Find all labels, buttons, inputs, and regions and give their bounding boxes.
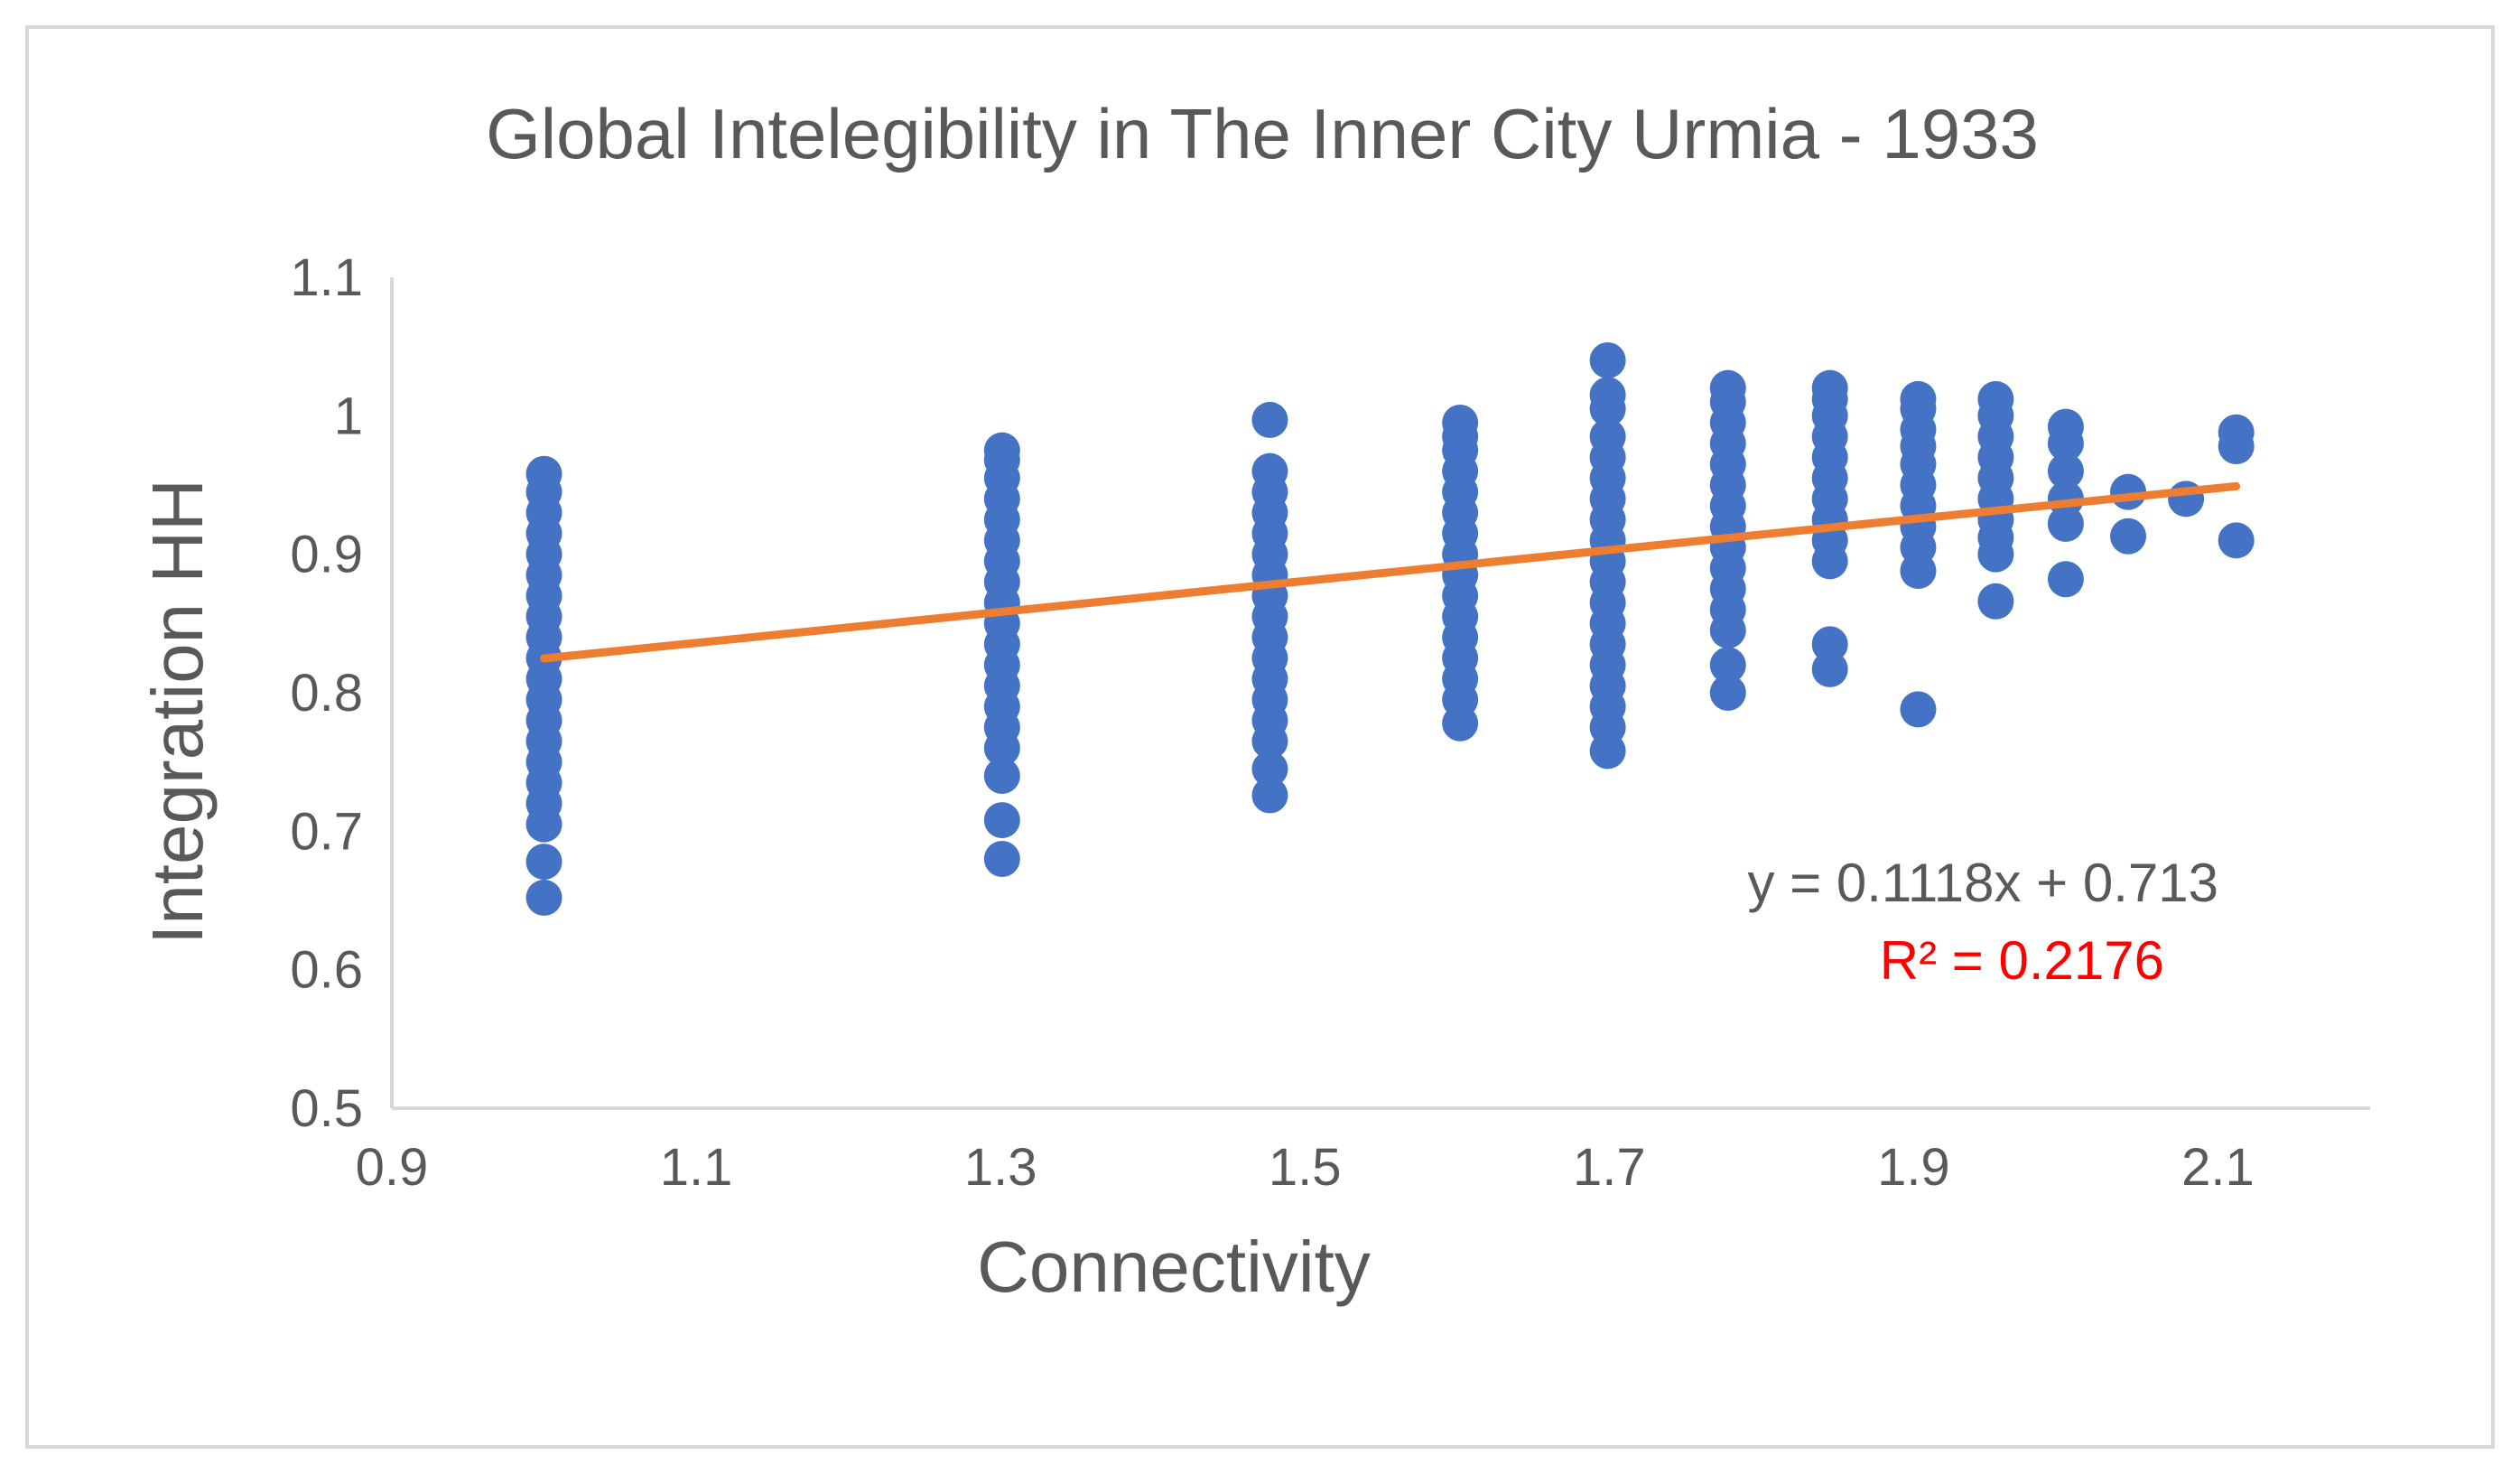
data-point [525, 879, 563, 916]
data-point [2218, 414, 2255, 451]
y-tick-label: 1.1 [290, 248, 363, 307]
x-tick-label: 1.7 [1573, 1138, 1646, 1197]
data-point [983, 802, 1020, 839]
data-point [2047, 561, 2084, 598]
data-point [1977, 583, 2014, 620]
data-point [1251, 777, 1288, 814]
y-axis-title: Integration HH [137, 479, 218, 945]
x-axis-title: Connectivity [977, 1227, 1371, 1307]
x-tick-label: 1.9 [1877, 1138, 1950, 1197]
data-point [2218, 522, 2255, 559]
x-tick-label: 2.1 [2181, 1138, 2255, 1197]
y-tick-label: 0.6 [290, 941, 363, 1000]
data-point [1589, 377, 1626, 414]
data-point [1709, 647, 1746, 684]
data-point [2047, 452, 2084, 490]
data-point [1811, 650, 1848, 687]
x-tick-label: 0.9 [356, 1138, 429, 1197]
data-point [1589, 342, 1626, 378]
data-point [1442, 405, 1479, 441]
chart-frame: Global Intelegibility in The Inner City … [25, 25, 2495, 1449]
data-point [1251, 452, 1288, 490]
data-point [525, 455, 563, 492]
data-point [1900, 380, 1937, 417]
data-point [1811, 626, 1848, 663]
y-tick-label: 0.7 [290, 802, 363, 861]
data-point [983, 432, 1020, 469]
trendline-equation: y = 0.1118x + 0.713 [1747, 853, 2218, 913]
data-point [1251, 751, 1288, 788]
data-point [1251, 401, 1288, 438]
data-point [1977, 380, 2014, 417]
y-tick-label: 1 [334, 387, 363, 445]
data-point [1900, 691, 1937, 728]
data-point [1709, 369, 1746, 406]
data-point [983, 841, 1020, 877]
chart-title: Global Intelegibility in The Inner City … [486, 94, 2039, 173]
x-tick-label: 1.3 [964, 1138, 1037, 1197]
plot-area: 0.5 0.6 0.7 0.8 0.9 1 1.1 0.9 1.1 1.3 1.5 1.7 1.9 2.1 [290, 248, 2370, 1197]
data-point [2047, 408, 2084, 445]
x-tick-label: 1.5 [1269, 1138, 1342, 1197]
trendline-r2: R² = 0.2176 [1880, 930, 2164, 991]
trendline [540, 481, 2241, 663]
x-tick-label: 1.1 [660, 1138, 733, 1197]
data-point [1811, 369, 1848, 406]
data-point [2110, 518, 2147, 555]
y-tick-label: 0.9 [290, 526, 363, 584]
y-tick-label: 0.5 [290, 1079, 363, 1138]
data-point [983, 758, 1020, 794]
data-point [1589, 418, 1626, 455]
scatter-chart: Global Intelegibility in The Inner City … [137, 94, 2370, 1307]
data-point [2047, 505, 2084, 542]
data-point [1709, 675, 1746, 711]
data-point [525, 844, 563, 881]
y-tick-label: 0.8 [290, 664, 363, 723]
